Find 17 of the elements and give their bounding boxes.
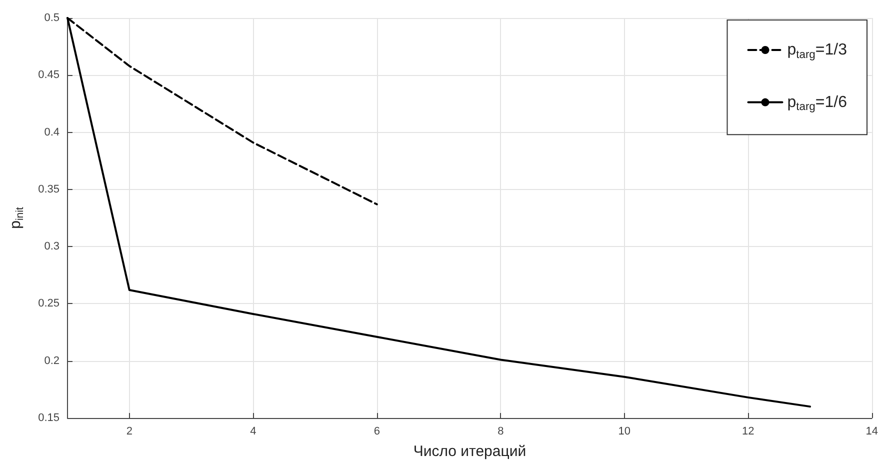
y-tick-label: 0.2 [44,354,60,367]
y-tick-label: 0.35 [38,183,60,196]
y-tick-label: 0.3 [44,240,60,253]
x-tick-label: 14 [866,426,878,438]
x-tick-label: 4 [250,426,256,438]
y-tick-label: 0.15 [38,412,60,424]
y-tick-label: 0.5 [44,12,60,24]
x-tick-label: 2 [126,426,132,438]
x-tick-label: 6 [374,426,380,438]
x-tick-label: 8 [498,426,504,438]
y-tick-label: 0.4 [44,126,60,138]
y-axis-title: pinit [7,207,26,229]
y-tick-label: 0.45 [38,69,60,82]
x-tick-label: 12 [742,426,754,438]
x-axis-title: Число итераций [413,443,526,460]
x-tick-label: 10 [618,426,631,438]
y-tick-label: 0.25 [38,298,60,310]
